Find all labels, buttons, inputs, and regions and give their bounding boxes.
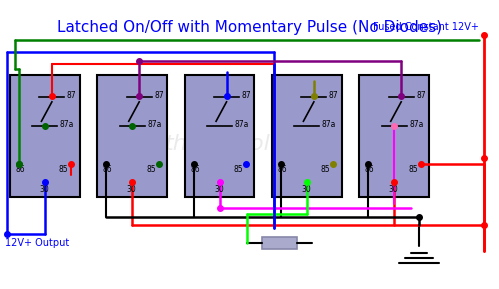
Text: 87: 87	[154, 91, 164, 100]
Text: 86: 86	[365, 165, 374, 174]
Text: 87: 87	[416, 91, 426, 100]
Text: 87: 87	[242, 91, 251, 100]
Text: Fused Constant 12V+: Fused Constant 12V+	[373, 22, 479, 32]
Bar	[10, 75, 80, 197]
Text: 86: 86	[15, 165, 25, 174]
Text: 86: 86	[103, 165, 112, 174]
Text: 30: 30	[39, 185, 49, 194]
Bar	[262, 237, 297, 249]
Text: the-12volt.com: the-12volt.com	[165, 134, 334, 155]
Text: 87a: 87a	[147, 120, 162, 129]
Text: 87a: 87a	[409, 120, 424, 129]
Bar	[97, 75, 167, 197]
Text: 12V+ Output: 12V+ Output	[5, 238, 69, 249]
Text: 85: 85	[408, 165, 418, 174]
Text: 30: 30	[127, 185, 136, 194]
Bar	[272, 75, 342, 197]
Text: 85: 85	[321, 165, 330, 174]
Text: 30: 30	[301, 185, 311, 194]
Text: 30: 30	[389, 185, 398, 194]
Text: 86: 86	[190, 165, 200, 174]
Text: 86: 86	[277, 165, 287, 174]
Text: Latched On/Off with Momentary Pulse (No Diodes): Latched On/Off with Momentary Pulse (No …	[57, 20, 442, 35]
Text: 87: 87	[67, 91, 76, 100]
Text: 85: 85	[146, 165, 156, 174]
Text: 87: 87	[329, 91, 338, 100]
Text: 85: 85	[234, 165, 243, 174]
Bar	[185, 75, 254, 197]
Text: 85: 85	[59, 165, 68, 174]
Text: 87a: 87a	[322, 120, 336, 129]
Text: 87a: 87a	[235, 120, 249, 129]
Text: 87a: 87a	[60, 120, 74, 129]
Bar	[359, 75, 429, 197]
Text: 30: 30	[214, 185, 224, 194]
